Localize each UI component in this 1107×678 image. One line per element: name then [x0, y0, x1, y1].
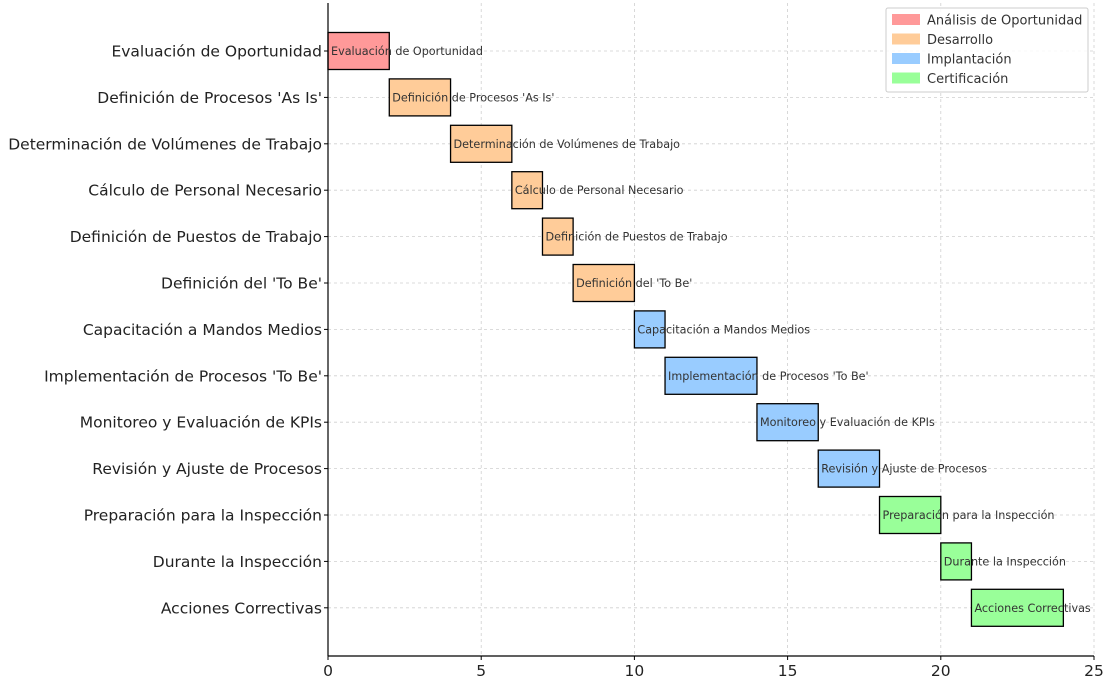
x-axis-tick-labels: 0 5 10 15 20 25: [323, 662, 1104, 678]
y-tick-label: Acciones Correctivas: [161, 599, 322, 617]
y-tick-label: Evaluación de Oportunidad: [111, 43, 322, 61]
task-bar-label: Evaluación de Oportunidad: [331, 45, 483, 58]
legend-swatch: [892, 72, 920, 84]
legend-entry-label: Implantación: [927, 53, 1012, 68]
y-tick-label: Durante la Inspección: [153, 553, 322, 571]
task-bar-label: Implementación de Procesos 'To Be': [668, 370, 869, 383]
y-tick-label: Definición de Puestos de Trabajo: [70, 228, 322, 246]
y-tick-label: Definición de Procesos 'As Is': [97, 89, 322, 107]
task-bar-label: Definición del 'To Be': [576, 277, 692, 290]
task-bars: Evaluación de Oportunidad Definición de P…: [327, 31, 1091, 627]
y-tick-label: Revisión y Ajuste de Procesos: [92, 460, 322, 478]
y-tick-label: Cálculo de Personal Necesario: [88, 182, 322, 200]
legend-swatch: [892, 53, 920, 64]
task-bar: [511, 171, 544, 210]
legend: Análisis de Oportunidad Desarrollo Implant…: [885, 7, 1089, 93]
x-tick-label: 10: [625, 662, 645, 678]
legend-box: [885, 7, 1089, 93]
task-bar: [327, 31, 390, 71]
task-bar: [541, 217, 574, 256]
x-tick-label: 25: [1084, 662, 1104, 678]
x-tick-label: 0: [323, 662, 333, 678]
task-bar: [388, 78, 452, 117]
legend-entry-label: Certificación: [927, 72, 1008, 87]
task-bar-label: Acciones Correctivas: [974, 602, 1090, 615]
legend-entry-label: Desarrollo: [927, 33, 993, 48]
task-bar: [572, 263, 636, 303]
axes: [324, 3, 1095, 660]
y-tick-label: Monitoreo y Evaluación de KPIs: [80, 414, 322, 432]
task-bar-label: Revisión y Ajuste de Procesos: [821, 463, 987, 476]
task-bar: [756, 403, 819, 442]
x-tick-label: 15: [778, 662, 798, 678]
y-tick-label: Determinación de Volúmenes de Trabajo: [8, 135, 322, 153]
legend-entry-label: Análisis de Oportunidad: [927, 14, 1082, 29]
task-bar-label: Durante la Inspección: [944, 555, 1066, 568]
legend-swatch: [892, 33, 920, 45]
task-bar-label: Definición de Puestos de Trabajo: [545, 231, 727, 244]
task-bar: [878, 495, 942, 535]
task-bar-label: Monitoreo y Evaluación de KPIs: [760, 416, 935, 429]
task-bar-label: Capacitación a Mandos Medios: [637, 323, 810, 336]
x-tick-label: 5: [476, 662, 486, 678]
task-bar-label: Preparación para la Inspección: [883, 509, 1055, 522]
task-bar: [817, 449, 881, 488]
y-tick-label: Definición del 'To Be': [161, 275, 322, 293]
task-bar: [633, 310, 666, 349]
task-bar-label: Determinación de Volúmenes de Trabajo: [454, 138, 681, 151]
task-bar: [449, 124, 513, 163]
task-bar: [664, 356, 758, 395]
y-tick-label: Implementación de Procesos 'To Be': [44, 367, 322, 385]
y-axis-tick-labels: Evaluación de Oportunidad Definición de P…: [8, 43, 322, 618]
task-bar: [970, 588, 1065, 627]
x-tick-label: 20: [931, 662, 951, 678]
task-bar: [940, 542, 973, 581]
task-bar-label: Definición de Procesos 'As Is': [392, 91, 554, 104]
y-tick-label: Capacitación a Mandos Medios: [83, 321, 322, 339]
y-tick-label: Preparación para la Inspección: [84, 507, 322, 525]
legend-swatch: [892, 14, 920, 25]
task-bar-label: Cálculo de Personal Necesario: [515, 184, 684, 197]
